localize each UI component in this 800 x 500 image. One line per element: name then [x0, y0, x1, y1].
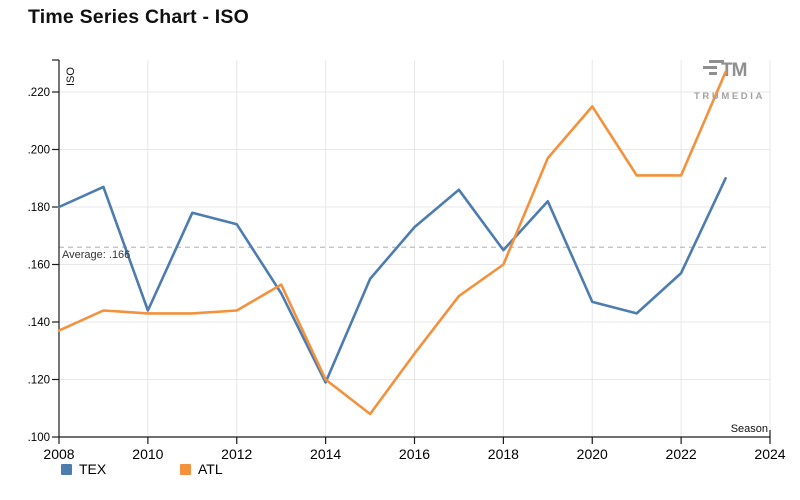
y-axis-tick-label: .140 [28, 317, 50, 329]
legend-label-tex: TEX [79, 461, 107, 477]
x-axis-tick-label: 2016 [399, 446, 430, 462]
y-axis-tick-label: .200 [28, 145, 50, 157]
y-axis-tick-label: .160 [28, 260, 50, 272]
trumedia-logo-mark: TM [702, 57, 754, 88]
legend-swatch-tex [61, 463, 72, 475]
y-axis-tick-label: .100 [28, 432, 50, 444]
x-axis-title: Season [731, 423, 768, 435]
axis-line [58, 60, 770, 438]
x-axis-tick-label: 2018 [488, 446, 519, 462]
trumedia-logo-text: TRUMEDIA [694, 91, 765, 102]
legend-label-atl: ATL [198, 461, 223, 477]
page-title: Time Series Chart - ISO [28, 6, 249, 28]
legend-item-tex[interactable]: TEX [61, 461, 106, 477]
trumedia-logo-icon: TM [703, 60, 748, 81]
legend-swatch-atl [180, 463, 191, 475]
y-axis-title: ISO [65, 67, 77, 86]
y-axis-tick-label: .120 [28, 375, 50, 387]
y-axis-tick-label: .220 [28, 87, 50, 99]
x-axis-tick-label: 2022 [666, 446, 697, 462]
legend-item-atl[interactable]: ATL [180, 461, 223, 477]
x-axis-tick-label: 2012 [221, 446, 252, 462]
y-axis-tick-label: .180 [28, 202, 50, 214]
trumedia-logo-mark-text: TM [721, 60, 747, 81]
x-axis-tick-label: 2010 [132, 446, 163, 462]
legend: TEX ATL [0, 461, 800, 481]
average-label: Average: .166 [62, 249, 130, 261]
series-line-atl[interactable] [57, 70, 727, 416]
x-axis-tick-label: 2008 [43, 446, 74, 462]
x-axis-tick-label: 2014 [310, 446, 341, 462]
x-axis-tick-label: 2024 [754, 446, 785, 462]
axes [52, 59, 771, 444]
series-line-tex[interactable] [57, 177, 727, 384]
tick-labels: 2008 2010 2012 2014 2016 2018 2020 2022 2024 .100… [28, 87, 786, 462]
x-axis-tick-label: 2020 [577, 446, 608, 462]
gridlines [59, 60, 771, 437]
series-lines [57, 70, 727, 416]
